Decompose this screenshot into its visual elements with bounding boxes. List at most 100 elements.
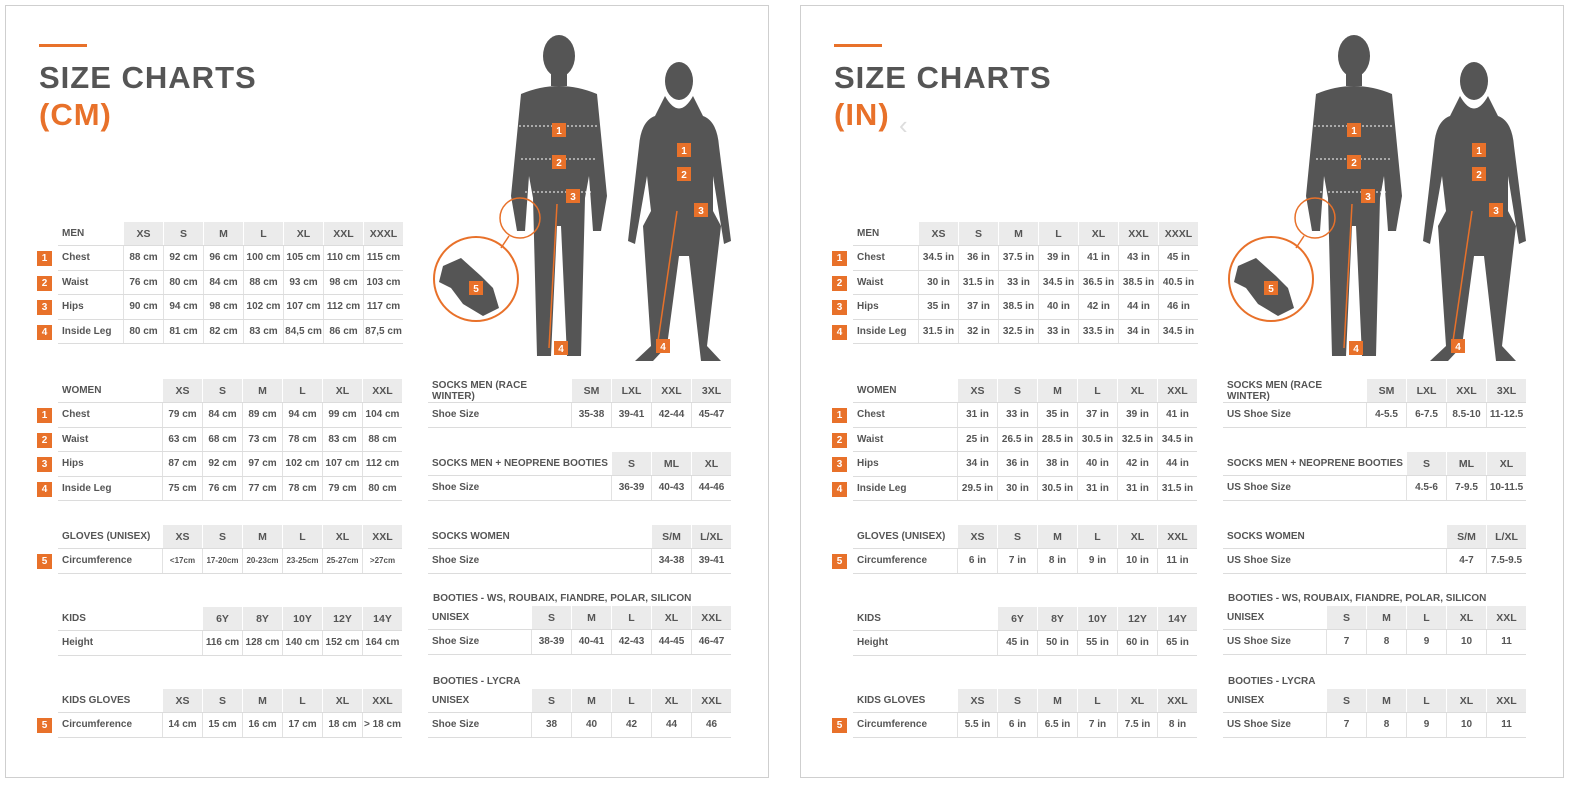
measurement-number-badge: 2 (832, 275, 847, 291)
table-cell: 11 (1486, 630, 1526, 654)
man-figure-icon (511, 35, 607, 356)
table-cell: >27cm (362, 549, 402, 573)
table-header-row: SOCKS WOMEN S/M L/XL (1223, 525, 1526, 549)
size-column-header: XXL (323, 222, 363, 245)
size-column-header: XXXL (1158, 222, 1198, 245)
size-column-header: XXL (691, 606, 731, 629)
table-cell: 7 in (1077, 713, 1117, 737)
kids-gloves-table: KIDS GLOVES XS S M L XL XXL 5 Circumference 5.5 i… (832, 689, 1197, 738)
table-cell: 25 in (957, 427, 997, 451)
table-cell: 39-41 (611, 403, 651, 427)
size-column-header: L (1077, 525, 1117, 548)
booties-lycra-table: Unisex S M L XL XXL Shoe Size 38 40 42 44 46 (428, 689, 731, 738)
table-cell: 39-41 (691, 549, 731, 573)
table-header-label: GLOVES (UNISEX) (62, 531, 151, 542)
size-column-header: XXL (651, 379, 691, 402)
row-label: Circumference (857, 719, 928, 731)
table-cell: 76 cm (202, 476, 242, 500)
measurement-badge (677, 167, 691, 181)
size-column-header: XXL (1118, 222, 1158, 245)
measurement-badge (566, 189, 580, 203)
row-label: Hips (62, 301, 84, 313)
table-cell: 80 cm (362, 476, 402, 500)
table-cell: 35-38 (571, 403, 611, 427)
table-row: US Shoe Size 4-5.5 6-7.5 8.5-10 11-12.5 (1223, 403, 1526, 428)
table-cell: 34.5 in (1038, 270, 1078, 294)
size-column-header: XS (162, 379, 202, 402)
table-row: 2 Waist 30 in 31.5 in 33 in 34.5 in 36.5 in 38.… (832, 270, 1198, 295)
table-cell: 44 in (1157, 452, 1197, 476)
size-column-header: L (1406, 689, 1446, 712)
row-label: Hips (62, 458, 84, 470)
size-column-header: LXL (1406, 379, 1446, 402)
measurement-number-badge: 3 (37, 457, 52, 472)
table-cell: 31 in (957, 403, 997, 427)
table-row: 5 Circumference 14 cm 15 cm 16 cm 17 cm 18 cm >… (37, 713, 402, 738)
size-column-header: S (202, 689, 242, 712)
size-column-header: M (1366, 689, 1406, 712)
row-label: Chest (857, 409, 885, 421)
table-header-row: KIDS GLOVES XS S M L XL XXL (853, 689, 1197, 713)
table-row: 4 Inside Leg 80 cm 81 cm 82 cm 83 cm 84,5 cm 86… (37, 319, 403, 344)
man-figure-icon (1306, 35, 1402, 356)
woman-body (1423, 96, 1526, 361)
table-cell: 14 cm (162, 713, 202, 737)
measurement-badge (1361, 189, 1375, 203)
inside-leg-line (1343, 203, 1353, 349)
size-column-header: 12Y (1117, 607, 1157, 630)
table-cell: 8 (1366, 713, 1406, 737)
size-column-header: XXL (691, 689, 731, 712)
prev-arrow-icon[interactable]: ‹ (899, 110, 908, 140)
size-column-header: XXL (1486, 606, 1526, 629)
table-cell: 5.5 in (957, 713, 997, 737)
table-cell: 90 cm (123, 295, 163, 319)
measurement-badge (1264, 281, 1278, 295)
table-header-label: SOCKS MEN (RACE WINTER) (1227, 379, 1323, 402)
table-cell: 10 (1446, 713, 1486, 737)
size-column-header: XS (918, 222, 958, 245)
table-cell: 34.5 in (1157, 427, 1197, 451)
size-column-header: ML (1446, 452, 1486, 475)
table-cell: > 18 cm (362, 713, 402, 737)
size-column-header: XS (162, 689, 202, 712)
size-column-header: XXL (362, 689, 402, 712)
table-cell: 96 cm (203, 246, 243, 270)
measurement-badge (677, 143, 691, 157)
size-column-header: XL (651, 689, 691, 712)
measurement-number-badge: 5 (37, 554, 52, 569)
table-cell: 8.5-10 (1446, 403, 1486, 427)
table-cell: 34-38 (651, 549, 691, 573)
size-column-header: ML (651, 452, 691, 475)
inside-leg-line (548, 203, 558, 349)
booties-ws-table: Unisex S M L XL XXL Shoe Size 38-39 40-41 42-43 44… (428, 606, 731, 655)
table-cell: 94 cm (163, 295, 203, 319)
table-cell: 110 cm (323, 246, 363, 270)
gloves-table: GLOVES (UNISEX) XS S M L XL XXL 5 Circumference 6… (832, 525, 1197, 574)
table-header-row: WOMEN XS S M L XL XXL (58, 379, 402, 403)
measurement-badge (552, 123, 566, 137)
table-cell: 107 cm (283, 295, 323, 319)
table-cell: 8 in (1037, 549, 1077, 573)
page-title: SIZE CHARTS (834, 60, 1052, 95)
table-cell: 82 cm (203, 319, 243, 343)
table-cell: 10 in (1117, 549, 1157, 573)
size-chart-cm-panel: SIZE CHARTS (CM) MEN XS S M L XL XXL XXXL 1 Chest… (5, 5, 769, 778)
table-row: Height 116 cm 128 cm 140 cm 152 cm 164 cm (58, 631, 402, 656)
measurement-badge (552, 155, 566, 169)
size-column-header: S (202, 525, 242, 548)
size-column-header: S (958, 222, 998, 245)
table-header-label: KIDS GLOVES (62, 695, 131, 706)
table-row: Shoe Size 34-38 39-41 (428, 549, 731, 574)
table-cell: 83 cm (322, 427, 362, 451)
table-cell: 103 cm (363, 270, 403, 294)
table-header-label: KIDS (857, 613, 881, 624)
table-cell: 11 in (1157, 549, 1197, 573)
table-cell: 33 in (998, 270, 1038, 294)
hand-location-circle (1294, 197, 1336, 239)
table-row: Shoe Size 35-38 39-41 42-44 45-47 (428, 403, 731, 428)
row-label: Circumference (62, 555, 133, 567)
measurement-badge-number: 2 (556, 158, 562, 169)
table-cell: 164 cm (362, 631, 402, 655)
measurement-number-badge: 3 (832, 457, 847, 472)
table-cell: 4-7 (1446, 549, 1486, 573)
